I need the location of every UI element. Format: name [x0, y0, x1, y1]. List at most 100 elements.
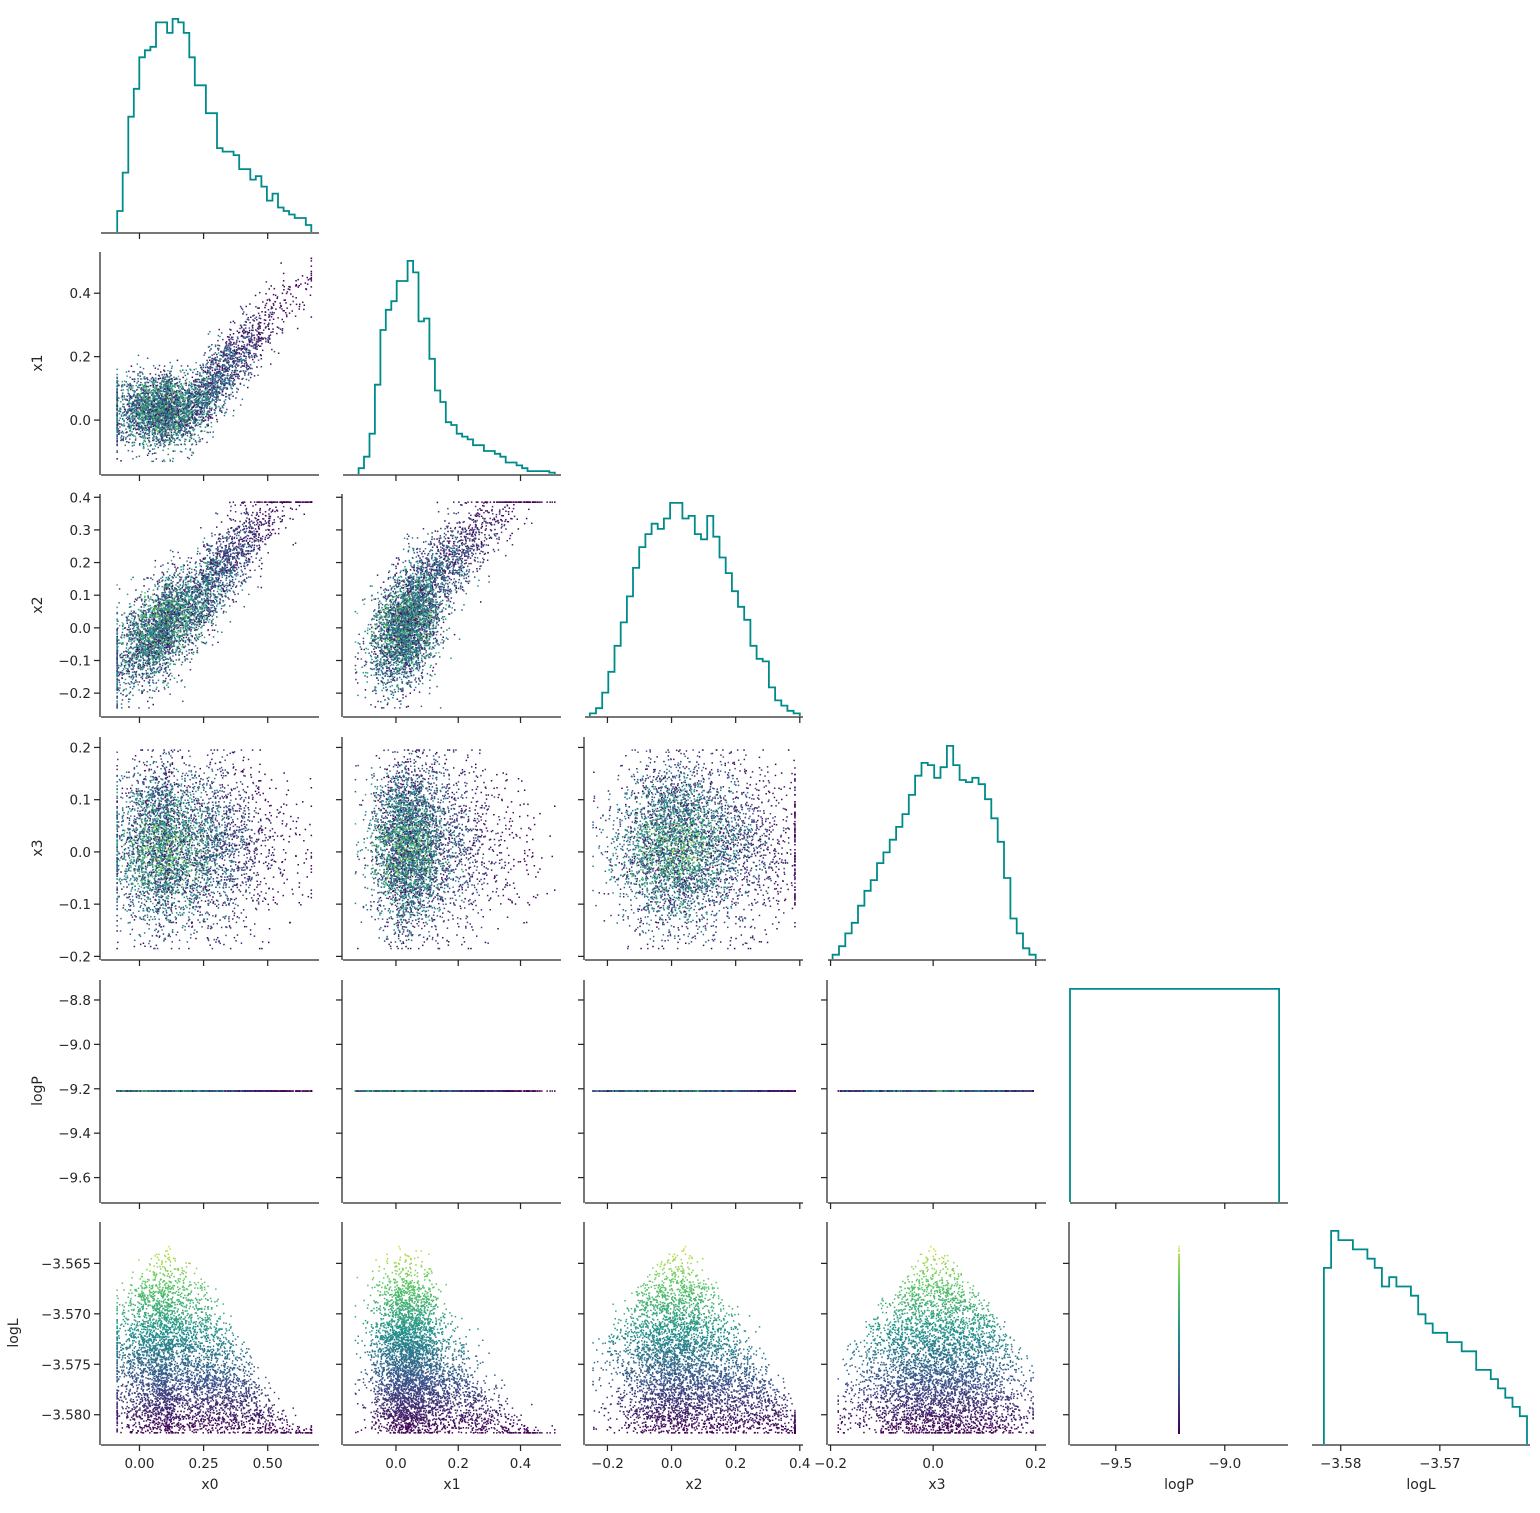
- scatter-point: [192, 452, 194, 454]
- scatter-point: [141, 387, 143, 389]
- scatter-point: [212, 370, 214, 372]
- scatter-point: [182, 386, 184, 388]
- scatter-point: [142, 387, 144, 389]
- scatter-point: [273, 294, 275, 296]
- scatter-point: [162, 393, 164, 395]
- scatter-point: [256, 334, 258, 336]
- scatter-point: [137, 378, 139, 380]
- scatter-point: [256, 341, 257, 343]
- scatter-point: [212, 381, 214, 383]
- scatter-point: [235, 366, 237, 368]
- scatter-point: [122, 381, 124, 383]
- scatter-point: [191, 455, 193, 457]
- scatter-point: [212, 360, 214, 362]
- scatter-point: [147, 358, 149, 360]
- scatter-point: [205, 427, 207, 429]
- scatter-point: [132, 458, 134, 460]
- scatter-point: [234, 374, 236, 376]
- scatter-point: [269, 342, 271, 344]
- scatter-point: [267, 326, 269, 328]
- scatter-point: [246, 379, 248, 381]
- scatter-point: [218, 379, 220, 381]
- scatter-point: [136, 456, 138, 458]
- scatter-point: [160, 371, 162, 373]
- scatter-point: [143, 442, 145, 444]
- scatter-point: [140, 367, 142, 369]
- scatter-point: [275, 308, 277, 310]
- scatter-point: [211, 355, 213, 357]
- scatter-point: [203, 367, 205, 369]
- scatter-point: [216, 415, 218, 417]
- scatter-point: [268, 309, 270, 311]
- scatter-point: [282, 285, 284, 287]
- scatter-point: [189, 381, 191, 383]
- scatter-point: [216, 400, 218, 402]
- scatter-point: [227, 336, 229, 338]
- scatter-point: [127, 383, 129, 385]
- scatter-point: [243, 355, 245, 357]
- scatter-point: [121, 435, 123, 437]
- scatter-point: [157, 433, 159, 435]
- scatter-point: [132, 445, 134, 447]
- scatter-point: [167, 387, 169, 389]
- scatter-point: [120, 437, 122, 439]
- scatter-point: [209, 360, 211, 362]
- scatter-point: [252, 327, 254, 329]
- scatter-point: [181, 365, 183, 367]
- scatter-point: [126, 441, 128, 443]
- scatter-point: [178, 387, 180, 389]
- scatter-point: [311, 277, 313, 279]
- scatter-point: [213, 385, 215, 387]
- scatter-point: [208, 357, 210, 359]
- scatter-point: [147, 445, 149, 447]
- scatter-point: [146, 443, 148, 445]
- scatter-point: [128, 406, 130, 408]
- scatter-point: [129, 385, 131, 387]
- scatter-point: [211, 344, 213, 346]
- scatter-point: [184, 434, 186, 436]
- scatter-point: [158, 447, 160, 449]
- scatter-point: [265, 320, 267, 322]
- scatter-point: [243, 385, 245, 387]
- scatter-point: [258, 345, 260, 347]
- scatter-point: [232, 366, 234, 368]
- scatter-point: [299, 285, 301, 287]
- scatter-point: [211, 358, 213, 360]
- scatter-point: [143, 421, 145, 423]
- scatter-point: [168, 448, 170, 450]
- scatter-point: [126, 386, 128, 388]
- scatter-point: [208, 418, 210, 420]
- scatter-point: [250, 364, 252, 366]
- scatter-point: [228, 375, 230, 377]
- scatter-point: [135, 438, 137, 440]
- scatter-point: [123, 389, 125, 391]
- scatter-point: [232, 392, 234, 394]
- scatter-point: [166, 376, 168, 378]
- scatter-point: [250, 317, 252, 319]
- scatter-point: [272, 328, 274, 330]
- scatter-point: [162, 461, 164, 463]
- scatter-point: [213, 431, 215, 433]
- scatter-point: [191, 388, 193, 390]
- scatter-point: [240, 306, 242, 308]
- scatter-point: [199, 439, 201, 441]
- scatter-point: [262, 350, 264, 352]
- scatter-point: [224, 377, 226, 379]
- scatter-point: [135, 439, 137, 441]
- scatter-point: [271, 316, 273, 318]
- scatter-point: [233, 321, 235, 323]
- scatter-point: [274, 312, 276, 314]
- scatter-point: [216, 354, 218, 356]
- scatter-point: [311, 286, 313, 288]
- scatter-point: [134, 378, 136, 380]
- scatter-point: [230, 386, 232, 388]
- scatter-point: [240, 366, 242, 368]
- scatter-point: [119, 426, 121, 428]
- scatter-point: [198, 416, 200, 418]
- scatter-point: [233, 378, 235, 380]
- scatter-point: [151, 390, 153, 392]
- scatter-point: [177, 392, 179, 394]
- scatter-point: [177, 360, 179, 362]
- scatter-point: [197, 422, 199, 424]
